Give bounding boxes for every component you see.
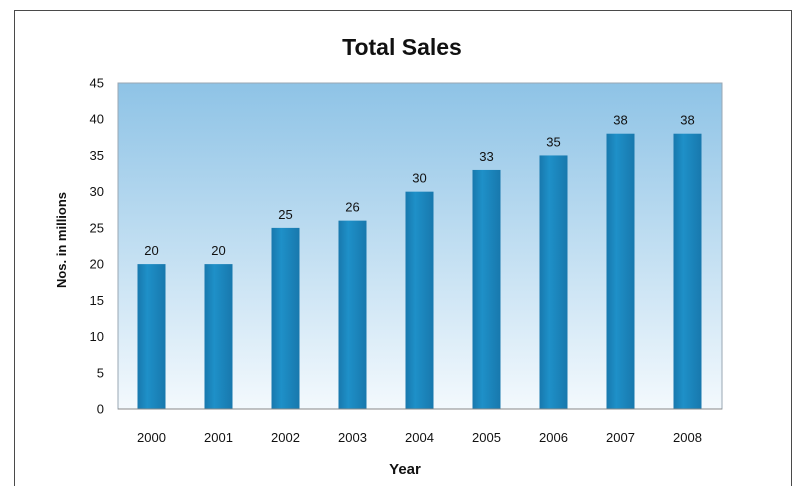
- x-tick-label: 2007: [606, 430, 635, 445]
- x-tick-label: 2006: [539, 430, 568, 445]
- bar: [204, 264, 233, 409]
- x-axis-label: Year: [389, 461, 421, 478]
- bar-value-label: 38: [680, 113, 694, 128]
- x-tick-label: 2001: [204, 430, 233, 445]
- bar: [137, 264, 166, 409]
- bars: [137, 133, 702, 409]
- x-tick-label: 2002: [271, 430, 300, 445]
- chart-title: Total Sales: [342, 34, 462, 60]
- bar-value-label: 33: [479, 149, 493, 164]
- bar: [673, 133, 702, 409]
- y-tick-label: 0: [97, 402, 104, 417]
- x-tick-label: 2004: [405, 430, 434, 445]
- bar-value-label: 20: [211, 243, 225, 258]
- y-tick-label: 45: [90, 76, 104, 91]
- y-tick-label: 35: [90, 148, 104, 163]
- y-tick-label: 10: [90, 329, 104, 344]
- bar: [271, 227, 300, 409]
- x-axis-ticks: 2000 2001 2002 2003 2004 2005 2006 2007 2008: [137, 430, 702, 445]
- x-tick-label: 2005: [472, 430, 501, 445]
- bar: [338, 220, 367, 409]
- data-labels: 20 20 25 26 30 33 35 38 38: [144, 113, 694, 258]
- y-tick-label: 5: [97, 365, 104, 380]
- bar-value-label: 30: [412, 171, 426, 186]
- y-tick-label: 15: [90, 293, 104, 308]
- bar-value-label: 26: [345, 200, 359, 215]
- bar-value-label: 35: [546, 134, 560, 149]
- y-axis-ticks: 0 5 10 15 20 25 30 35 40 45: [90, 76, 104, 417]
- bar-value-label: 25: [278, 207, 292, 222]
- x-tick-label: 2008: [673, 430, 702, 445]
- y-axis-label: Nos. in millions: [54, 192, 69, 288]
- bar-value-label: 20: [144, 243, 158, 258]
- bar: [539, 155, 568, 409]
- y-tick-label: 25: [90, 220, 104, 235]
- bar-value-label: 38: [613, 113, 627, 128]
- y-tick-label: 30: [90, 184, 104, 199]
- bar: [405, 191, 434, 409]
- x-tick-label: 2000: [137, 430, 166, 445]
- y-tick-label: 40: [90, 112, 104, 127]
- y-tick-label: 20: [90, 257, 104, 272]
- bar: [606, 133, 635, 409]
- x-tick-label: 2003: [338, 430, 367, 445]
- bar: [472, 169, 501, 409]
